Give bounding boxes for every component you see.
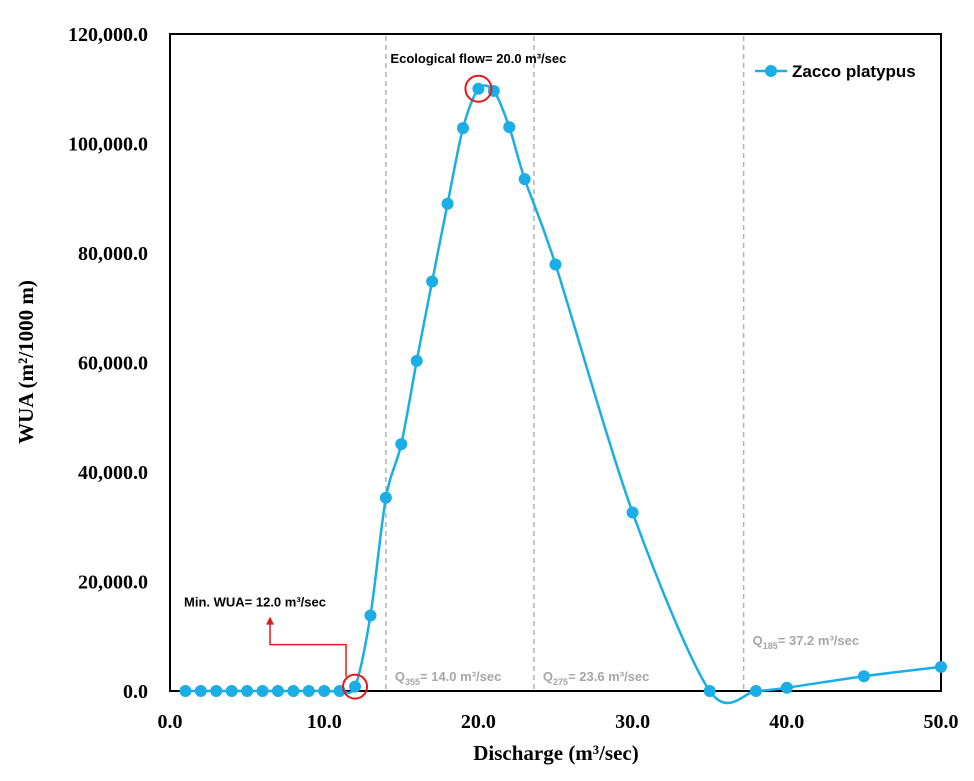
- y-tick-label: 100,000.0: [68, 134, 148, 156]
- data-point: [703, 685, 716, 697]
- y-tick-label: 20,000.0: [78, 572, 148, 594]
- series-layer: [179, 82, 947, 705]
- data-point: [271, 685, 284, 697]
- data-point: [302, 685, 315, 697]
- annotation-layer: Ecological flow= 20.0 m³/sec Min. WUA= 12…: [184, 51, 566, 700]
- data-point: [780, 681, 793, 694]
- x-tick-label: 0.0: [158, 711, 183, 733]
- data-point: [426, 275, 439, 288]
- data-point: [410, 354, 423, 367]
- legend-point-marker: [765, 65, 777, 77]
- data-point: [857, 670, 870, 683]
- x-tick-label: 50.0: [924, 711, 959, 733]
- min-wua-label: Min. WUA= 12.0 m³/sec: [184, 595, 326, 610]
- data-point: [549, 258, 562, 271]
- data-point: [472, 82, 485, 95]
- min-wua-arrowhead: [266, 616, 275, 625]
- data-point: [349, 680, 362, 693]
- x-axis-title: Discharge (m³/sec): [473, 741, 639, 765]
- data-point: [256, 685, 269, 697]
- x-tick-label: 40.0: [769, 711, 804, 733]
- reference-line-label: Q355= 14.0 m³/sec: [395, 669, 501, 687]
- data-point: [441, 197, 454, 210]
- reference-lines: Q355= 14.0 m³/sec Q275= 23.6 m³/sec Q185= …: [385, 36, 859, 690]
- data-point: [225, 685, 238, 697]
- x-tick-label: 10.0: [307, 711, 342, 733]
- y-tick-label: 80,000.0: [78, 243, 148, 265]
- reference-line-label: Q185= 37.2 m³/sec: [753, 633, 859, 651]
- data-point: [749, 685, 762, 697]
- data-point: [456, 122, 469, 135]
- data-point: [518, 173, 531, 186]
- data-point: [194, 685, 207, 697]
- data-point: [241, 685, 254, 697]
- x-tick-labels: 0.0 10.0 20.0 30.0 40.0 50.0: [158, 711, 959, 733]
- legend-label: Zacco platypus: [792, 62, 916, 81]
- min-wua-highlight: [342, 673, 369, 700]
- data-point: [179, 685, 192, 697]
- data-point: [379, 491, 392, 504]
- data-point: [364, 609, 377, 622]
- plot-area-frame: [169, 33, 942, 692]
- y-tick-labels: 0.0 20,000.0 40,000.0 60,000.0 80,000.0 100,0…: [68, 24, 148, 703]
- data-point: [318, 685, 331, 697]
- y-axis-title: WUA (m²/1000 m): [14, 280, 38, 444]
- ecological-flow-label: Ecological flow= 20.0 m³/sec: [390, 51, 566, 66]
- data-point: [395, 438, 408, 451]
- reference-line-label: Q275= 23.6 m³/sec: [543, 669, 649, 687]
- min-wua-arrow: [269, 622, 347, 677]
- y-tick-label: 0.0: [123, 681, 148, 703]
- y-tick-label: 120,000.0: [68, 24, 148, 46]
- data-point: [287, 685, 300, 697]
- x-tick-label: 20.0: [461, 711, 496, 733]
- y-tick-label: 40,000.0: [78, 462, 148, 484]
- data-point: [935, 660, 947, 673]
- data-point: [626, 506, 639, 519]
- legend: Zacco platypus: [755, 62, 916, 81]
- data-point: [503, 121, 516, 134]
- x-tick-label: 30.0: [615, 711, 650, 733]
- data-point: [210, 685, 223, 697]
- y-tick-label: 60,000.0: [78, 353, 148, 375]
- ecological-flow-highlight: [464, 74, 493, 103]
